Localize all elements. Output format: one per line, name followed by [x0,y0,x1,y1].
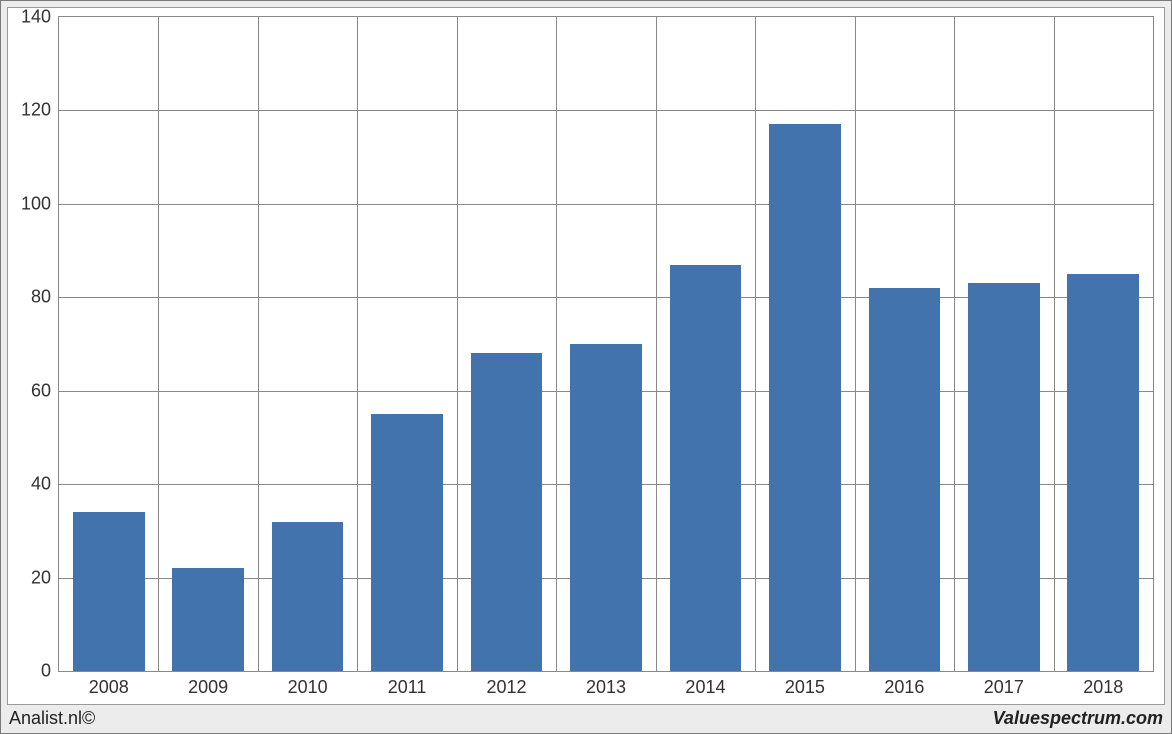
y-tick-label: 0 [41,661,59,682]
bar [869,288,941,671]
grid-area: 0204060801001201402008200920102011201220… [58,16,1154,672]
x-tick-label: 2009 [188,671,228,698]
bar [471,353,543,671]
footer-right-label: Valuespectrum.com [993,708,1163,729]
bar [73,512,145,671]
x-tick-label: 2010 [288,671,328,698]
y-tick-label: 100 [21,193,59,214]
y-tick-label: 20 [31,567,59,588]
gridline-v [755,17,756,671]
x-tick-label: 2011 [388,671,427,698]
bar [371,414,443,671]
bar [172,568,244,671]
bar [670,265,742,671]
x-tick-label: 2008 [89,671,129,698]
x-tick-label: 2013 [586,671,626,698]
x-tick-label: 2015 [785,671,825,698]
gridline-v [357,17,358,671]
y-tick-label: 120 [21,100,59,121]
bar [968,283,1040,671]
bar [570,344,642,671]
plot-panel: 0 20 40 60 80 100 120 140 2008 2009 2010 2011 2012 20… [7,7,1165,705]
footer-left-label: Analist.nl© [9,708,95,729]
gridline-v [457,17,458,671]
gridline-v [258,17,259,671]
gridline-v [556,17,557,671]
y-tick-label: 60 [31,380,59,401]
gridline-h [59,110,1153,111]
x-tick-label: 2018 [1083,671,1123,698]
gridline-v [1054,17,1055,671]
y-tick-label: 140 [21,7,59,28]
chart-frame: 0 20 40 60 80 100 120 140 2008 2009 2010 2011 2012 20… [0,0,1172,734]
x-tick-label: 2017 [984,671,1024,698]
bar [769,124,841,671]
gridline-v [954,17,955,671]
y-tick-label: 40 [31,474,59,495]
x-tick-label: 2012 [487,671,527,698]
gridline-v [656,17,657,671]
bar [1067,274,1139,671]
x-tick-label: 2016 [884,671,924,698]
gridline-h [59,204,1153,205]
plot-area: 0204060801001201402008200920102011201220… [58,16,1154,672]
gridline-v [855,17,856,671]
y-tick-label: 80 [31,287,59,308]
gridline-v [158,17,159,671]
bar [272,522,344,671]
x-tick-label: 2014 [685,671,725,698]
